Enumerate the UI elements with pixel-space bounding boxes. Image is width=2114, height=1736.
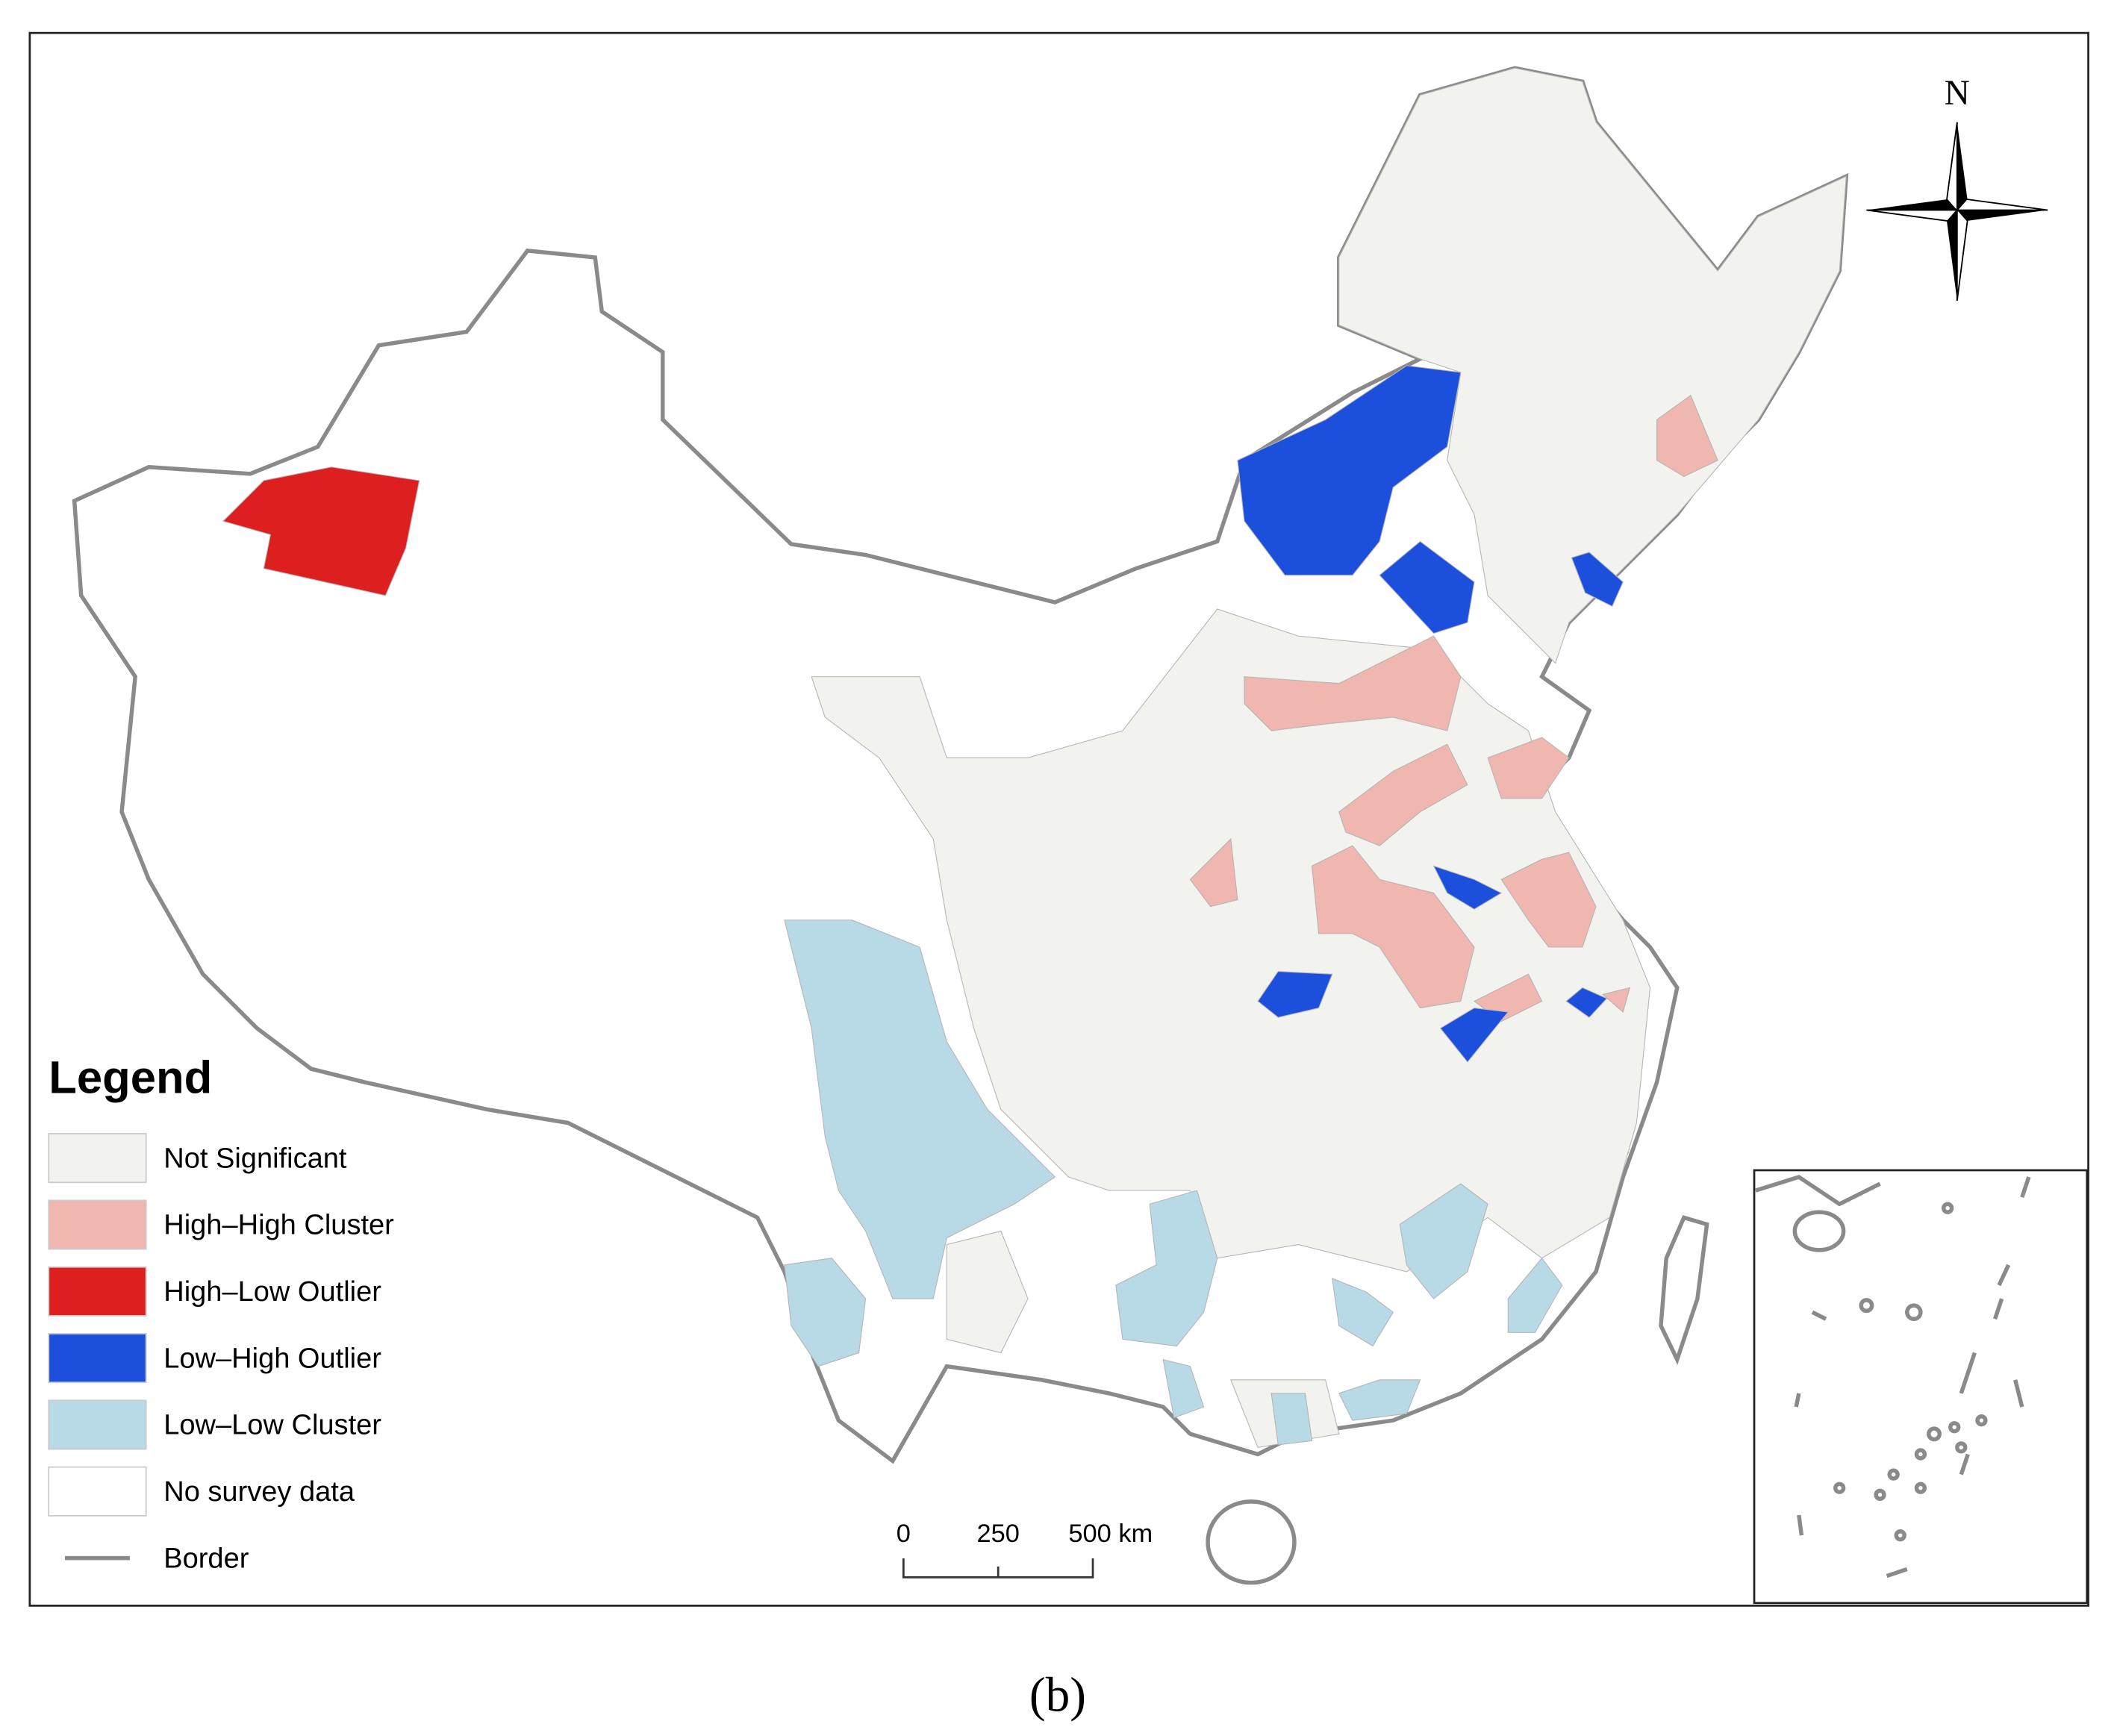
- legend-swatch: [48, 1333, 147, 1384]
- region: [1432, 865, 1503, 910]
- region: [1257, 971, 1333, 1018]
- legend-swatch: [48, 1266, 147, 1317]
- region: [1311, 845, 1475, 1009]
- legend-swatch: [48, 1399, 147, 1450]
- scale-label: 0: [897, 1520, 911, 1548]
- region: [1244, 635, 1462, 731]
- scale-label: 500 km: [1068, 1520, 1153, 1548]
- legend-swatch: [48, 1133, 147, 1184]
- legend-label: Low–Low Cluster: [163, 1410, 381, 1441]
- region: [1656, 394, 1718, 478]
- region: [1338, 1379, 1421, 1421]
- legend-label: Low–High Outlier: [163, 1343, 381, 1374]
- legend-swatch: [48, 1466, 147, 1517]
- region: [1507, 1257, 1563, 1333]
- island-outline: [1659, 1215, 1709, 1365]
- legend-label: High–High Cluster: [163, 1210, 394, 1241]
- region: [1115, 1190, 1218, 1347]
- region: [1270, 1393, 1313, 1446]
- caption: (b): [1029, 1669, 1086, 1723]
- region: [1500, 852, 1597, 948]
- region: [784, 1258, 867, 1367]
- region: [1565, 987, 1608, 1018]
- legend-swatch: [48, 1199, 147, 1250]
- region: [1338, 67, 1847, 664]
- inset-frame: [1753, 1169, 2089, 1605]
- scale-label: 250: [976, 1520, 1019, 1548]
- legend-label: High–Low Outlier: [163, 1276, 381, 1308]
- region: [784, 919, 1056, 1299]
- region: [1439, 1007, 1509, 1063]
- region: [1379, 540, 1475, 634]
- region: [1162, 1358, 1205, 1419]
- region: [1601, 987, 1631, 1013]
- legend-label: Border: [163, 1543, 249, 1574]
- legend: Legend Not Significant High–High Cluster H…: [48, 1052, 394, 1574]
- region: [1332, 1278, 1394, 1347]
- region: [222, 466, 420, 596]
- inset-features: [1755, 1175, 2031, 1579]
- legend-label: No survey data: [163, 1476, 355, 1508]
- scale-bar: 0 250 500 km: [897, 1520, 1153, 1579]
- region: [1338, 743, 1468, 846]
- region: [946, 1230, 1029, 1354]
- north-label: N: [1945, 74, 1970, 113]
- island-outline: [1206, 1499, 1297, 1585]
- north-arrow: N: [1866, 74, 2048, 302]
- legend-label: Not Significant: [163, 1143, 347, 1174]
- region: [1237, 365, 1462, 576]
- legend-title: Legend: [49, 1052, 212, 1104]
- region: [1189, 837, 1238, 908]
- region: [1399, 1183, 1488, 1299]
- region: [1571, 552, 1624, 608]
- region: [1487, 737, 1570, 799]
